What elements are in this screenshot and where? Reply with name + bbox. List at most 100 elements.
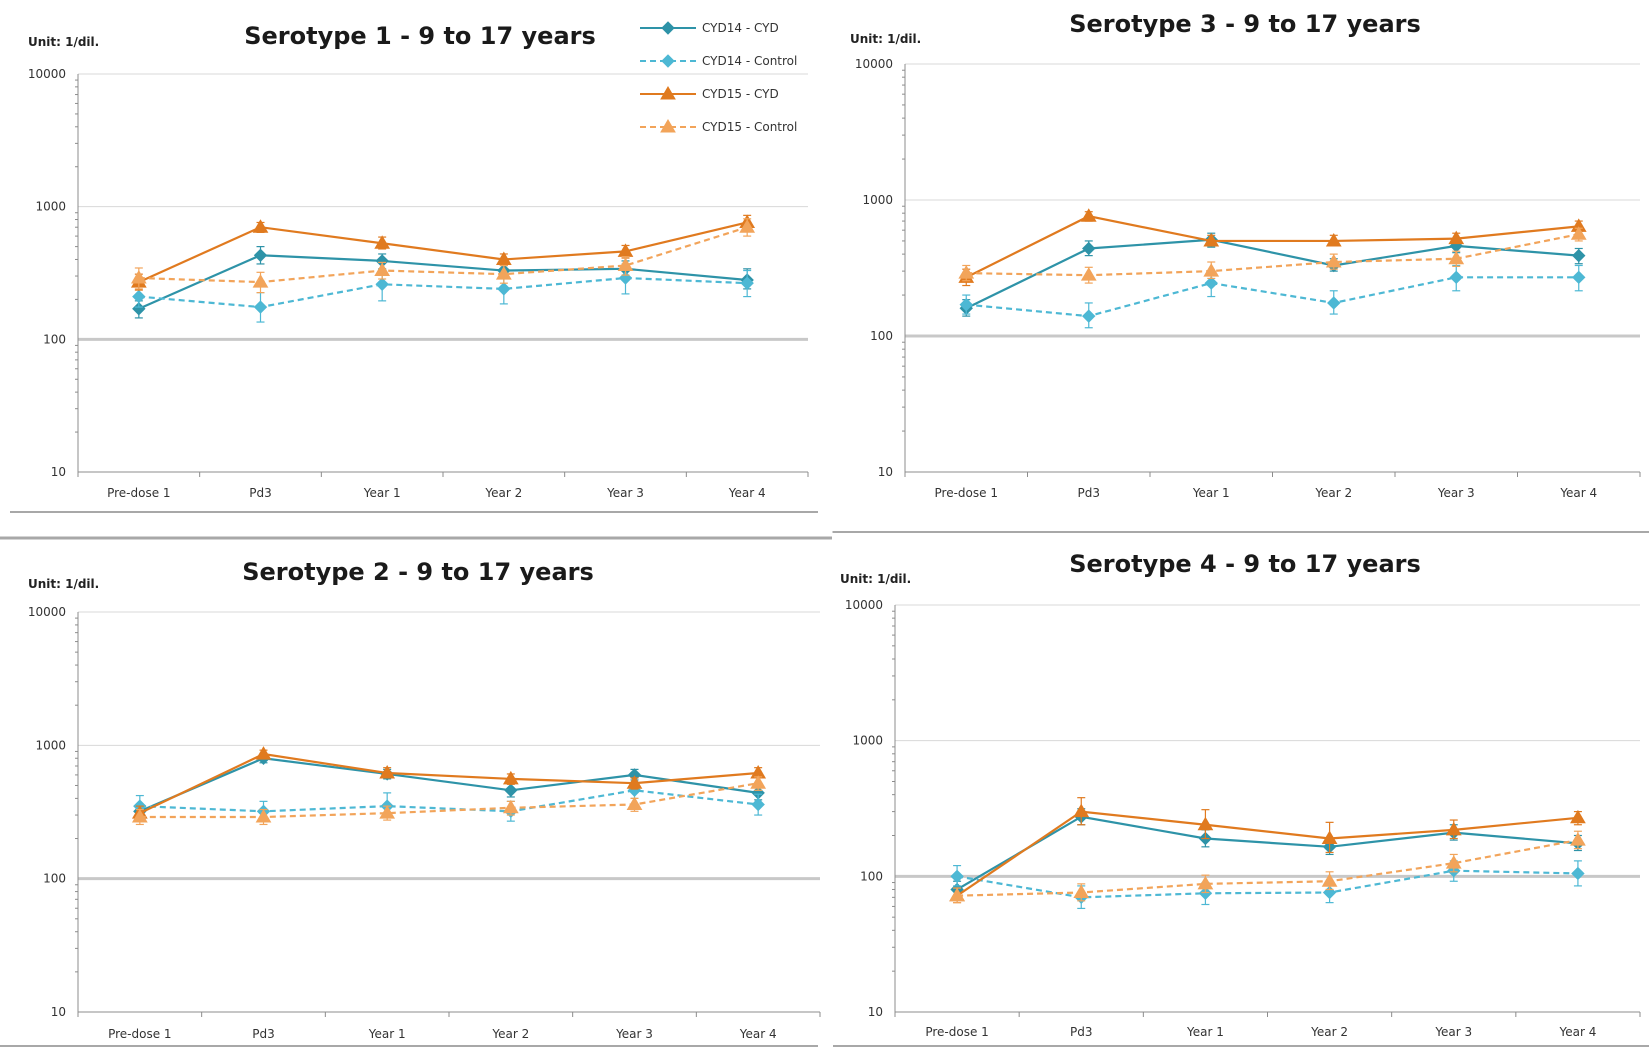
legend-label: CYD14 - Control [702,54,797,68]
legend-marker [661,54,675,68]
data-point [1448,230,1465,245]
data-point [626,775,643,789]
y-tick-label: 100 [43,872,66,886]
x-category-label: Pre-dose 1 [108,1027,171,1041]
x-category-label: Year 1 [363,486,401,500]
y-tick-label: 10 [878,465,893,479]
unit-label: Unit: 1/dil. [840,572,911,586]
y-tick-label: 10000 [845,598,883,612]
x-category-label: Year 2 [1310,1025,1348,1039]
series-cyd15-cyd [958,208,1587,287]
data-point [950,869,964,884]
chart-panel-3: Serotype 2 - 9 to 17 years Unit: 1/dil. 10… [28,558,821,1041]
series-cyd14-cyd [950,808,1585,898]
y-tick-label: 10000 [855,57,893,71]
y-tick-label: 100 [43,332,66,346]
chart-title: Serotype 4 - 9 to 17 years [1069,550,1421,578]
series-cyd15-control [949,830,1586,904]
data-point [379,805,396,819]
data-point [949,887,965,902]
data-point [502,799,519,814]
y-tick-label: 100 [870,329,893,343]
y-tick-label: 10 [51,1005,66,1019]
x-category-label: Year 3 [606,486,644,500]
x-category-label: Pd3 [1078,486,1101,500]
data-point [1325,254,1342,268]
x-category-label: Year 4 [1559,486,1597,500]
series-line [957,839,1579,897]
series-cyd14-cyd [132,246,754,319]
series-line [966,276,1579,318]
chart-panel-1: Serotype 1 - 9 to 17 years Unit: 1/dil. 10… [28,21,809,500]
data-point [750,775,767,789]
chart-panel-4: Serotype 4 - 9 to 17 years Unit: 1/dil. 10… [840,550,1641,1039]
series-cyd15-cyd [949,797,1586,904]
data-point [739,219,756,233]
data-point [374,235,391,249]
series-line [138,221,748,284]
y-tick-label: 10000 [28,605,66,619]
data-point [1570,226,1587,240]
data-point [252,219,269,233]
chart-panel-2: Serotype 3 - 9 to 17 years Unit: 1/dil. 10… [850,10,1641,500]
data-point [959,297,973,312]
data-point [751,797,765,812]
unit-label: Unit: 1/dil. [850,32,921,46]
y-tick-label: 10 [51,465,66,479]
legend-marker [660,86,676,100]
x-category-label: Year 1 [1192,486,1230,500]
data-point [1080,208,1097,222]
data-point [1082,241,1096,256]
legend-label: CYD14 - CYD [702,21,779,35]
data-point [1082,309,1096,323]
y-tick-label: 1000 [35,738,66,752]
data-point [253,300,268,314]
data-point [1445,855,1462,869]
x-category-label: Year 4 [1558,1025,1596,1039]
data-point [1449,270,1463,285]
data-point [1325,232,1342,247]
data-point [1571,866,1585,881]
data-point [740,276,754,290]
data-point [495,251,512,265]
data-point [1445,821,1462,836]
series-line [138,254,748,310]
x-category-label: Year 3 [615,1027,653,1041]
x-category-label: Pd3 [249,486,272,500]
data-point [132,289,146,304]
data-point [1572,270,1586,285]
y-tick-label: 10000 [28,67,66,81]
y-tick-label: 1000 [862,193,893,207]
legend: CYD14 - CYD CYD14 - Control CYD15 - CYD CYD… [640,21,797,134]
data-point [617,257,634,272]
data-point [131,809,148,823]
legend-marker [661,21,675,35]
x-category-label: Year 4 [728,486,766,500]
series-cyd15-cyd [131,746,767,821]
series-cyd15-control [130,218,756,294]
series-line [965,238,1579,310]
series-line [139,757,759,813]
x-category-label: Year 2 [491,1027,529,1041]
series-cyd14-control [950,860,1585,910]
series-line [139,789,759,813]
series-line [956,815,1579,891]
data-point [504,783,518,798]
data-point [255,809,272,823]
y-tick-label: 100 [860,869,883,883]
x-category-label: Pre-dose 1 [935,486,998,500]
data-point [1080,267,1097,281]
y-tick-label: 10 [868,1005,883,1019]
series-line [966,233,1579,277]
chart-title: Serotype 1 - 9 to 17 years [244,22,596,50]
data-point [1203,263,1220,277]
series-cyd15-control [131,775,767,826]
data-point [1321,830,1338,845]
series-line [138,226,748,284]
y-tick-label: 1000 [852,734,883,748]
x-category-label: Year 3 [1437,486,1475,500]
series-line [138,276,748,309]
chart-title: Serotype 3 - 9 to 17 years [1069,10,1421,38]
x-category-label: Year 1 [368,1027,406,1041]
data-point [375,277,389,291]
